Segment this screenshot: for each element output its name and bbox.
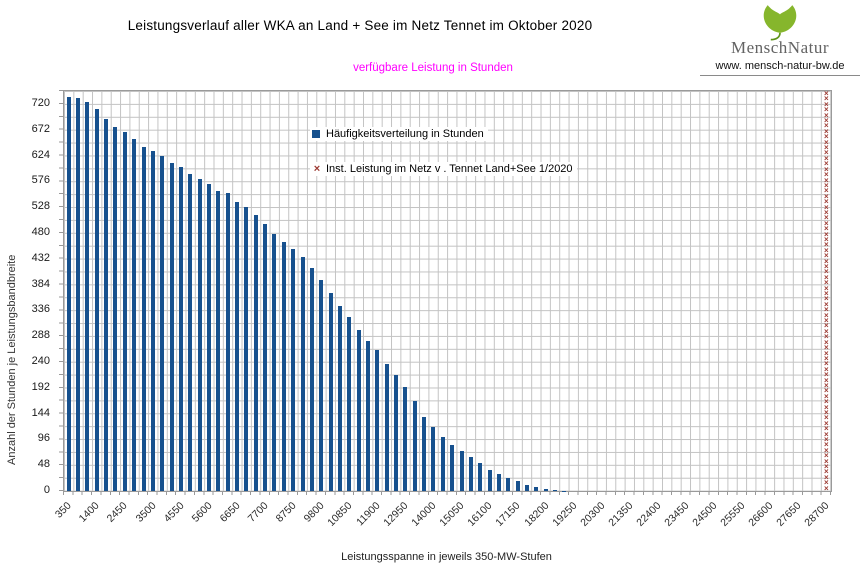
bar xyxy=(422,416,427,491)
ginkgo-leaf-shape xyxy=(763,5,797,33)
y-tick-label: 432 xyxy=(31,251,50,264)
bar xyxy=(478,463,483,491)
bar xyxy=(394,375,399,491)
bar xyxy=(216,191,221,491)
bar xyxy=(562,490,567,491)
bar xyxy=(291,249,296,491)
legend-item-installed-capacity: × Inst. Leistung im Netz v . Tennet Land… xyxy=(310,162,577,176)
bar xyxy=(534,487,539,491)
y-axis-labels: 720 672 624 576 528 480 432 384 336 288 240 192 144 9… xyxy=(0,90,56,496)
bar xyxy=(122,131,127,491)
bar xyxy=(553,489,558,491)
chart-region: Anzahl der Stunden je Leistungsbandbreit… xyxy=(0,85,866,578)
bar xyxy=(319,280,324,491)
bar xyxy=(487,470,492,491)
x-axis-title: Leistungsspanne in jeweils 350-MW-Stufen xyxy=(341,551,552,563)
y-tick-label: 192 xyxy=(31,380,50,393)
bar xyxy=(206,184,211,491)
bar-series-swatch xyxy=(312,130,320,138)
bar xyxy=(468,456,473,491)
bar xyxy=(506,478,511,491)
bar xyxy=(178,166,183,491)
bar xyxy=(300,257,305,491)
bar xyxy=(188,173,193,491)
bar xyxy=(496,473,501,491)
bar xyxy=(85,101,90,491)
bar xyxy=(337,305,342,491)
bar xyxy=(347,317,352,491)
bar xyxy=(66,96,71,491)
bar xyxy=(375,349,380,491)
brand-name-natur: Natur xyxy=(787,38,830,57)
ginkgo-stem xyxy=(770,32,781,41)
y-tick-label: 384 xyxy=(31,277,50,290)
bar xyxy=(94,108,99,491)
x-axis-ticks xyxy=(63,491,831,495)
x-marker-icon: × xyxy=(313,163,321,175)
y-tick-label: 576 xyxy=(31,174,50,187)
bar xyxy=(384,363,389,491)
y-tick-label: 672 xyxy=(31,122,50,135)
installed-capacity-marker-column: × × × × × × × × × × × × × × × × × × × × … xyxy=(823,91,829,491)
ginkgo-leaf-icon xyxy=(763,5,797,41)
bar xyxy=(515,480,520,491)
page-title: Leistungsverlauf aller WKA an Land + See… xyxy=(127,18,593,33)
bar xyxy=(235,202,240,491)
y-tick-label: 720 xyxy=(31,96,50,109)
bar xyxy=(160,156,165,491)
bar xyxy=(197,179,202,491)
bar xyxy=(225,193,230,491)
y-tick-label: 144 xyxy=(31,406,50,419)
y-tick-label: 528 xyxy=(31,200,50,213)
brand-url: www. mensch-natur-bw.de xyxy=(700,60,860,76)
bar xyxy=(403,386,408,491)
bar xyxy=(263,224,268,491)
brand-logo: MenschNatur www. mensch-natur-bw.de xyxy=(700,2,860,76)
bar xyxy=(309,268,314,491)
bar xyxy=(141,146,146,491)
y-tick-label: 288 xyxy=(31,329,50,342)
plot-area: Häufigkeitsverteilung in Stunden × Inst.… xyxy=(63,90,832,492)
legend: Häufigkeitsverteilung in Stunden × Inst.… xyxy=(310,127,577,176)
bar xyxy=(272,233,277,491)
bar xyxy=(525,485,529,491)
y-tick-label: 336 xyxy=(31,303,50,316)
legend-label-hours: Häufigkeitsverteilung in Stunden xyxy=(326,128,484,140)
bar xyxy=(150,151,155,491)
x-axis-labels: 350 1400 2450 3500 4550 5600 6650 7700 8750 9800 1… xyxy=(53,499,832,529)
legend-label-installed-capacity: Inst. Leistung im Netz v . Tennet Land+S… xyxy=(326,163,573,175)
bar xyxy=(169,163,174,491)
y-tick-label: 624 xyxy=(31,148,50,161)
y-axis-ticks xyxy=(59,90,63,491)
brand-name-mensch: Mensch xyxy=(730,38,788,57)
bar xyxy=(450,444,455,491)
bar xyxy=(328,292,333,491)
bar xyxy=(253,215,258,491)
y-tick-label: 0 xyxy=(43,484,50,496)
bar xyxy=(132,138,137,491)
bar xyxy=(281,241,286,491)
bar xyxy=(412,400,417,491)
bar xyxy=(113,127,118,491)
y-tick-label: 96 xyxy=(37,432,50,445)
y-tick-label: 480 xyxy=(31,225,50,238)
bar xyxy=(543,488,548,491)
bar xyxy=(459,450,464,491)
legend-item-hours: Häufigkeitsverteilung in Stunden xyxy=(310,127,488,141)
y-tick-label: 48 xyxy=(37,458,50,471)
brand-name: MenschNatur xyxy=(700,38,860,58)
bar xyxy=(356,329,361,491)
bar xyxy=(365,340,370,491)
y-tick-label: 240 xyxy=(31,355,50,367)
bar xyxy=(244,207,249,491)
bar xyxy=(104,119,109,491)
bar xyxy=(431,427,436,491)
bar xyxy=(440,436,445,491)
chart-subtitle: verfügbare Leistung in Stunden xyxy=(353,62,513,74)
bar xyxy=(76,98,81,491)
